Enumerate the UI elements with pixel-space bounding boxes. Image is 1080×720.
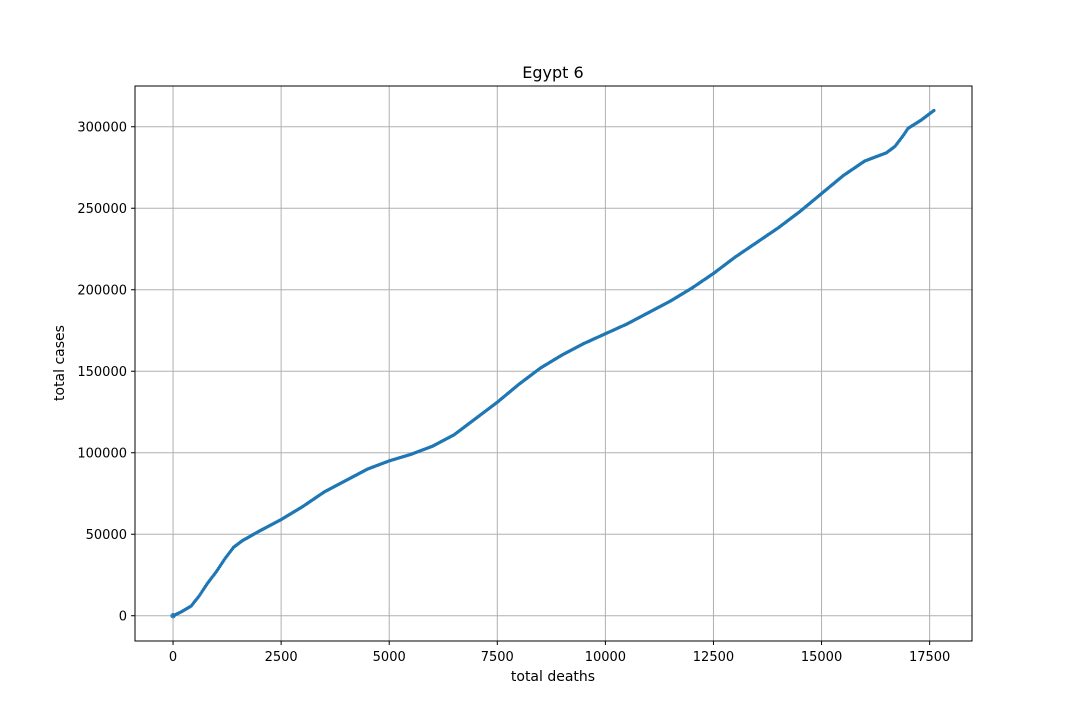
x-tick-label: 12500 [693,650,734,665]
x-tick-label: 5000 [373,650,406,665]
data-points [170,108,936,619]
grid-lines [135,86,972,641]
y-tick-label: 250000 [77,202,127,217]
data-point [932,108,936,113]
x-axis-label: total deaths [511,669,595,685]
data-point [170,613,176,619]
y-tick-label: 200000 [77,284,127,299]
y-tick-label: 300000 [77,121,127,136]
y-tick-label: 50000 [86,528,127,543]
y-tick-label: 0 [119,610,127,625]
y-tick-label: 150000 [77,365,127,380]
x-tick-label: 15000 [801,650,842,665]
x-tick-label: 2500 [265,650,298,665]
x-tick-label: 10000 [585,650,626,665]
chart-title: Egypt 6 [522,63,583,82]
x-tick-label: 0 [169,650,177,665]
y-axis-ticks: 0 50000 100000 150000 200000 250000 300000 [77,121,135,625]
plot-frame [134,85,973,642]
x-axis-ticks: 0 2500 5000 7500 10000 12500 15000 17500 [169,641,950,665]
x-tick-label: 17500 [909,650,950,665]
y-axis-label: total cases [52,325,68,401]
x-tick-label: 7500 [481,650,514,665]
y-tick-label: 100000 [77,447,127,462]
